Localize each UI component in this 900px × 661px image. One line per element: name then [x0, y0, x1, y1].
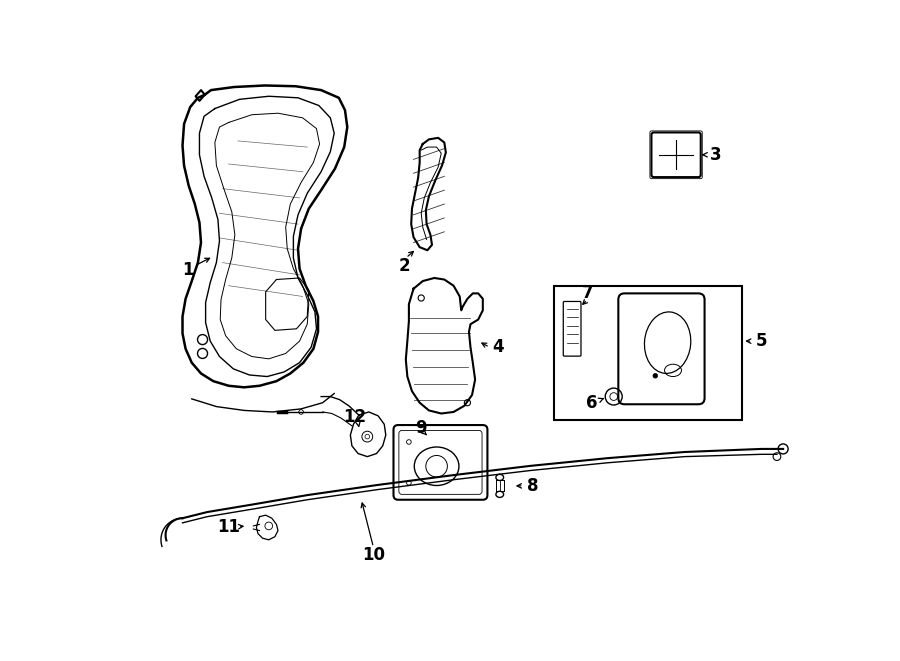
Text: 11: 11	[217, 518, 240, 537]
Text: 3: 3	[709, 146, 721, 164]
Text: 1: 1	[182, 261, 194, 280]
Text: 2: 2	[399, 257, 410, 276]
Bar	[554, 286, 742, 420]
Text: 4: 4	[492, 338, 504, 356]
Circle shape	[653, 373, 658, 378]
Text: 6: 6	[587, 394, 598, 412]
Text: 12: 12	[344, 408, 366, 426]
Text: 7: 7	[581, 284, 593, 302]
Text: 8: 8	[527, 477, 538, 495]
Text: 10: 10	[362, 546, 385, 564]
Text: 5: 5	[756, 332, 768, 350]
Text: 9: 9	[415, 419, 427, 437]
